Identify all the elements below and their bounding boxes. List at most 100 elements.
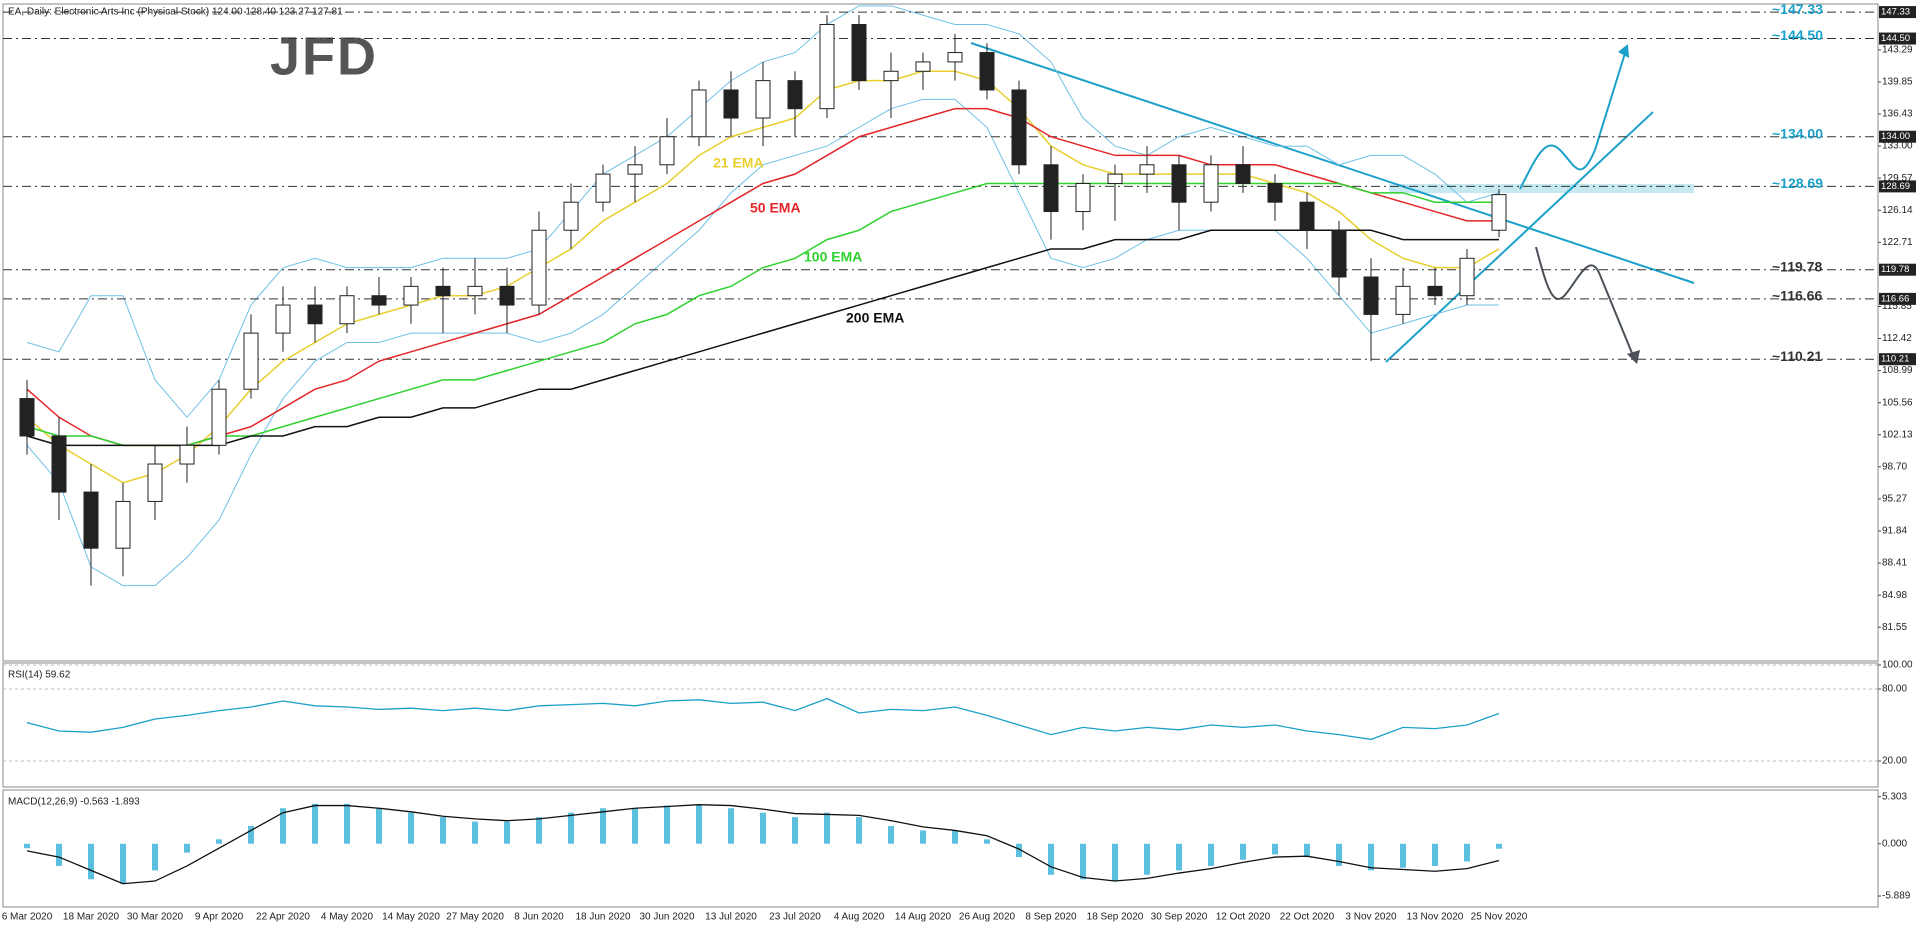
candle-body [1011,89,1027,166]
macd-bar [696,804,702,844]
level-label: 116.66 [1881,293,1909,304]
candle-body [1043,164,1059,213]
macd-bar [1336,843,1342,866]
macd-bar [248,825,254,844]
macd-bar [1272,843,1278,855]
macd-bar [1048,843,1054,875]
x-tick-label: 18 Sep 2020 [1087,912,1144,923]
macd-bar [600,808,606,844]
y-tick-label: 91.84 [1882,526,1907,537]
y-tick-label: 112.42 [1882,333,1912,344]
ema-label: 200 EMA [846,310,904,326]
candle-body [755,80,771,119]
macd-bar [888,825,894,844]
candle-body [307,304,323,325]
arrow-up [1519,49,1627,190]
macd-bar [88,843,94,880]
macd-bar [344,803,350,844]
macd-bar [1144,843,1150,875]
candle-body [243,332,259,390]
level-label: 119.78 [1881,264,1909,275]
x-tick-label: 3 Nov 2020 [1345,912,1397,923]
ema-line [26,229,1499,447]
macd-bar [472,821,478,844]
level-annotation: ~119.78 [1772,258,1822,274]
macd-bar [376,808,382,844]
candle-body [371,295,387,306]
level-box [1879,292,1916,305]
macd-panel [2,789,1879,908]
macd-bar [568,812,574,844]
level-annotation: ~110.21 [1772,348,1822,364]
level-annotation: ~147.33 [1772,1,1823,17]
candle-body [499,285,515,306]
ema-line [26,107,1499,447]
candle-body [275,304,291,334]
macd-bar [1016,843,1022,858]
y-tick-label: 108.99 [1882,365,1913,376]
level-annotation: ~134.00 [1772,125,1823,141]
x-tick-label: 9 Apr 2020 [195,912,244,923]
candle-body [1459,257,1475,297]
macd-bar [1304,843,1310,858]
level-annotation: ~144.50 [1772,27,1823,43]
trendline [1385,111,1654,363]
x-tick-label: 30 Jun 2020 [639,912,694,923]
candle-body [147,463,163,502]
main-panel [2,3,1879,662]
level-label: 147.33 [1881,7,1910,18]
candle-body [1427,285,1443,297]
level-label: 110.21 [1881,354,1909,365]
candle-body [531,229,547,306]
x-tick-label: 22 Apr 2020 [256,912,310,923]
y-tick-label: 100.00 [1882,660,1913,671]
x-tick-label: 6 Mar 2020 [2,912,53,923]
y-tick-label: 139.85 [1882,77,1913,88]
candle-body [1139,164,1155,175]
macd-bar [760,812,766,844]
macd-bar [280,808,286,844]
candle-body [979,52,995,91]
macd-bar [792,817,798,844]
macd-bar [24,843,30,849]
macd-bar [632,808,638,844]
y-tick-label: 81.55 [1882,622,1907,633]
candle-body [83,491,99,549]
candle-body [1299,201,1315,231]
macd-bar [440,817,446,844]
macd-bar [184,843,190,853]
ema-line [26,182,1499,447]
macd-bar [824,812,830,844]
x-tick-label: 13 Nov 2020 [1407,912,1464,923]
y-tick-label: 143.29 [1882,44,1913,55]
x-tick-label: 18 Mar 2020 [63,912,120,923]
macd-bar [1240,843,1246,860]
y-tick-label: 5.303 [1882,791,1907,802]
candle-body [1203,164,1219,203]
candle-body [115,500,131,549]
candle-body [915,61,931,72]
x-tick-label: 8 Jun 2020 [514,912,564,923]
candle-body [211,388,227,446]
candle-body [435,285,451,297]
logo: JFD [270,26,378,86]
ema-label: 50 EMA [750,200,801,216]
macd-bar [856,817,862,844]
candle-body [1075,182,1091,213]
macd-bar [952,830,958,844]
arrow-down [1535,246,1635,359]
level-label: 128.69 [1881,181,1910,192]
y-tick-label: 84.98 [1882,590,1907,601]
y-tick-label: 80.00 [1882,684,1907,695]
candle-body [1363,276,1379,315]
x-tick-label: 30 Mar 2020 [127,912,184,923]
candle-body [1491,194,1507,231]
candle-body [947,52,963,63]
candle-body [851,24,867,82]
y-tick-label: 98.70 [1882,461,1907,472]
x-tick-label: 14 Aug 2020 [895,912,952,923]
macd-bar [216,839,222,844]
y-tick-label: 20.00 [1882,756,1907,767]
macd-bar [1208,843,1214,866]
